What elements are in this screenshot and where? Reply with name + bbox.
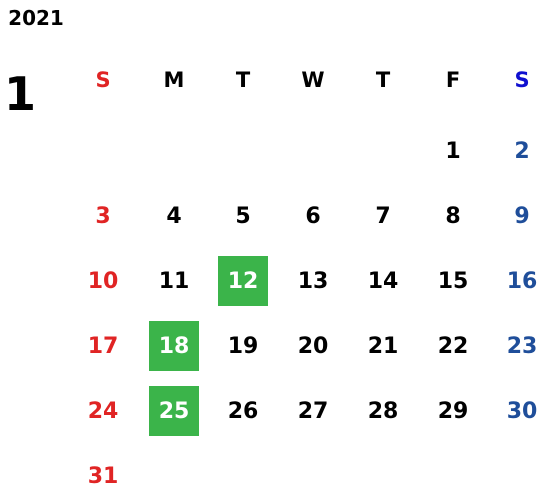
day: 13: [297, 268, 329, 294]
year: 2021: [8, 6, 64, 30]
weekday-header: M: [163, 68, 185, 92]
day: 16: [506, 268, 538, 294]
highlighted-day: 25: [149, 386, 199, 436]
day: 30: [506, 398, 538, 424]
day: 20: [297, 333, 329, 359]
day: 10: [87, 268, 119, 294]
day: 14: [367, 268, 399, 294]
day: 28: [367, 398, 399, 424]
day: 26: [227, 398, 259, 424]
day: 8: [445, 203, 461, 229]
weekday-header: S: [95, 68, 111, 92]
highlighted-day: 18: [149, 321, 199, 371]
highlighted-day: 12: [218, 256, 268, 306]
day: 21: [367, 333, 399, 359]
day: 24: [87, 398, 119, 424]
day: 4: [166, 203, 182, 229]
day: 5: [235, 203, 251, 229]
day: 22: [437, 333, 469, 359]
day: 3: [95, 203, 111, 229]
weekday-header: W: [301, 68, 325, 92]
day: 1: [445, 138, 461, 164]
weekday-header: T: [235, 68, 251, 92]
weekday-header: F: [445, 68, 461, 92]
month: 1: [3, 67, 37, 121]
day: 31: [87, 463, 119, 489]
day: 29: [437, 398, 469, 424]
day: 6: [305, 203, 321, 229]
day: 7: [375, 203, 391, 229]
weekday-header: T: [375, 68, 391, 92]
day: 11: [158, 268, 190, 294]
weekday-header: S: [514, 68, 530, 92]
day: 27: [297, 398, 329, 424]
day: 23: [506, 333, 538, 359]
day: 2: [514, 138, 530, 164]
day: 9: [514, 203, 530, 229]
day: 17: [87, 333, 119, 359]
day: 19: [227, 333, 259, 359]
day: 15: [437, 268, 469, 294]
